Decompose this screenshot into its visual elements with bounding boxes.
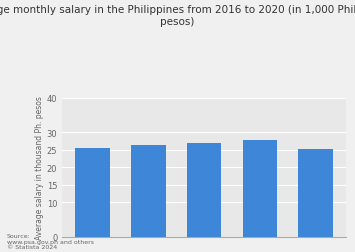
Bar [76,148,110,237]
Y-axis label: Average salary in thousand Ph. pesos: Average salary in thousand Ph. pesos [35,96,44,239]
Bar [131,145,166,237]
Bar [187,143,222,237]
Bar [242,141,277,237]
Text: Source:
www.psa.gov.ph and others
© Statista 2024: Source: www.psa.gov.ph and others © Stat… [7,233,94,249]
Text: Average monthly salary in the Philippines from 2016 to 2020 (in 1,000 Philippine: Average monthly salary in the Philippine… [0,5,355,26]
Bar [298,149,333,237]
